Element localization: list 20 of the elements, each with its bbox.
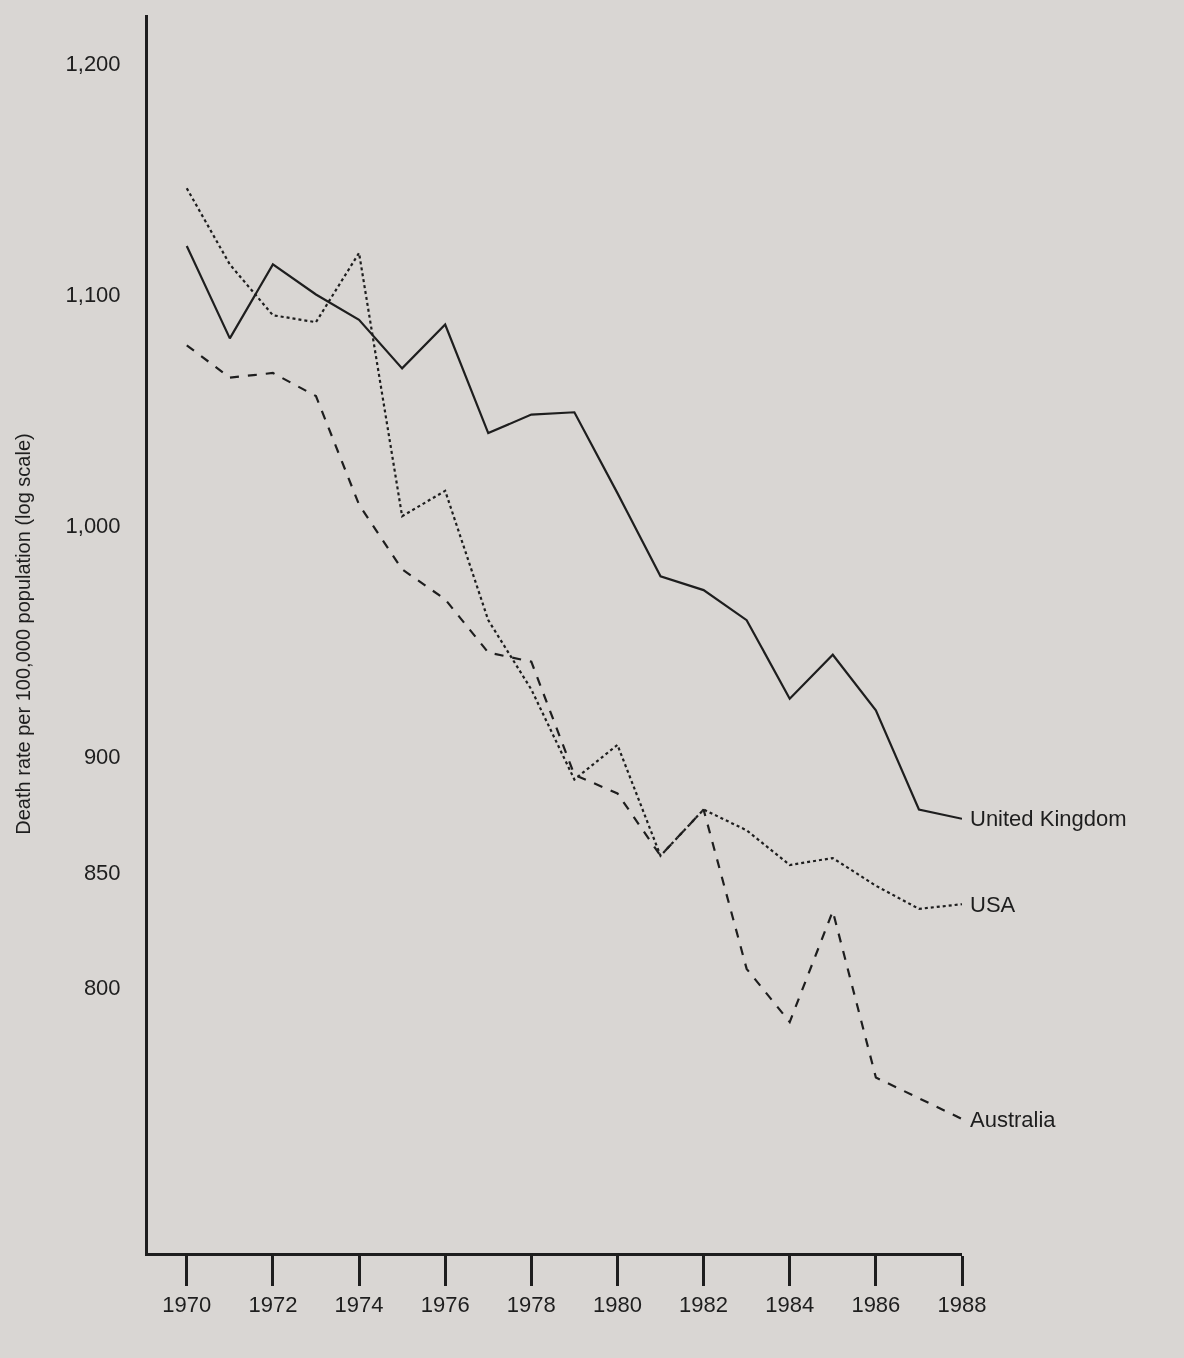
series-label: USA	[970, 892, 1016, 917]
series-label: Australia	[970, 1107, 1057, 1132]
x-tick-label: 1980	[592, 1292, 642, 1318]
y-tick-label: 1,100	[65, 282, 121, 308]
y-tick-label: 900	[83, 744, 121, 770]
series-label: United Kingdom	[970, 806, 1127, 831]
y-tick-label: 850	[83, 859, 121, 885]
x-tick-label: 1970	[162, 1292, 212, 1318]
x-tick-label: 1978	[506, 1292, 556, 1318]
x-tick-label: 1974	[334, 1292, 384, 1318]
x-tick-label: 1984	[765, 1292, 815, 1318]
y-tick-label: 1,200	[65, 51, 121, 77]
x-tick-label: 1976	[420, 1292, 470, 1318]
x-tick-label: 1986	[851, 1292, 901, 1318]
y-tick-label: 800	[83, 975, 121, 1001]
x-tick-label: 1988	[937, 1292, 987, 1318]
x-tick-label: 1982	[679, 1292, 729, 1318]
y-axis-title: Death rate per 100,000 population (log scale)	[12, 433, 35, 835]
x-tick-label: 1972	[248, 1292, 298, 1318]
y-tick-label: 1,000	[65, 513, 121, 539]
